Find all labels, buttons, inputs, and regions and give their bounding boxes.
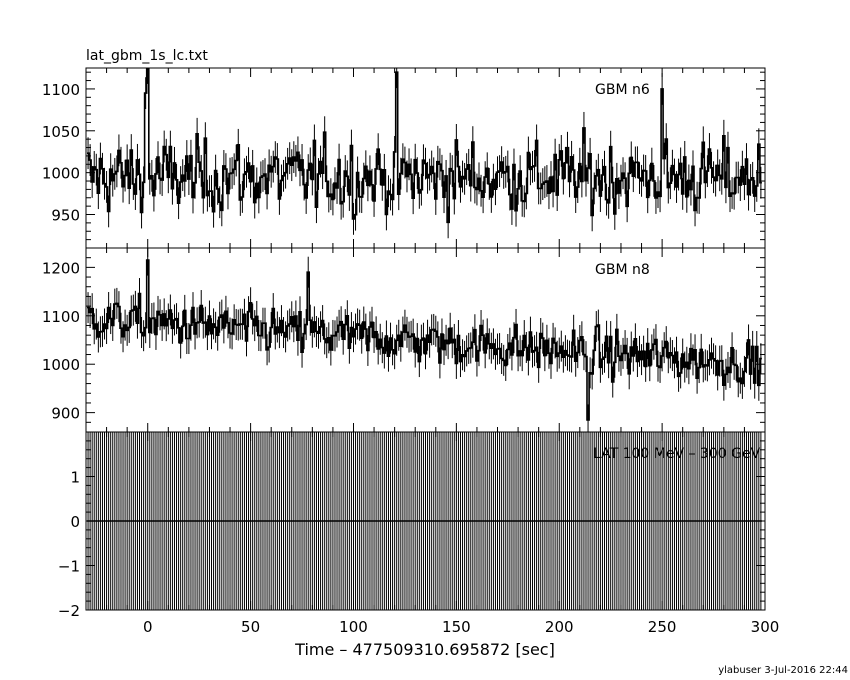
panel-1: 950 1000 1050 1100 GBM n6 [42,67,766,249]
x-tick-label: 0 [143,618,153,636]
panel-label: GBM n8 [595,262,650,278]
x-tick-label: 300 [751,618,780,636]
panels: 950 1000 1050 1100 GBM n6 900 1000 1100 1200 GBM … [42,67,766,620]
x-tick-label: 250 [648,618,677,636]
y-tick-label: 1000 [42,165,80,183]
x-axis: 0 50 100 150 200 250 300 [143,618,779,636]
x-tick-label: 50 [241,618,260,636]
y-tick-label: 0 [70,513,80,531]
y-tick-label: 1200 [42,259,80,277]
plot-title: lat_gbm_1s_lc.txt [86,48,208,64]
y-tick-label: 1 [70,469,80,487]
y-tick-label: −1 [58,558,80,576]
panel-3: −2 −1 0 1 LAT 100 MeV – 300 GeV [58,431,766,620]
data-group [87,248,762,432]
y-tick-label: 900 [51,405,80,423]
panel-2: 900 1000 1100 1200 GBM n8 [42,247,766,433]
data-group [87,68,762,239]
data-group [87,432,762,610]
y-tick-label: 1100 [42,308,80,326]
y-tick-label: 950 [51,207,80,225]
y-tick-label: 1000 [42,356,80,374]
panel-label: LAT 100 MeV – 300 GeV [593,446,761,462]
y-tick-label: 1050 [42,123,80,141]
y-tick-label: −2 [58,602,80,620]
series-line [87,259,762,421]
x-axis-label: Time – 477509310.695872 [sec] [294,640,555,659]
x-tick-label: 150 [442,618,471,636]
x-tick-label: 100 [339,618,368,636]
series-line [87,68,762,224]
footer-text: ylabuser 3-Jul-2016 22:44 [718,665,848,676]
y-tick-label: 1100 [42,81,80,99]
panel-label: GBM n6 [595,82,650,98]
x-tick-label: 200 [545,618,574,636]
